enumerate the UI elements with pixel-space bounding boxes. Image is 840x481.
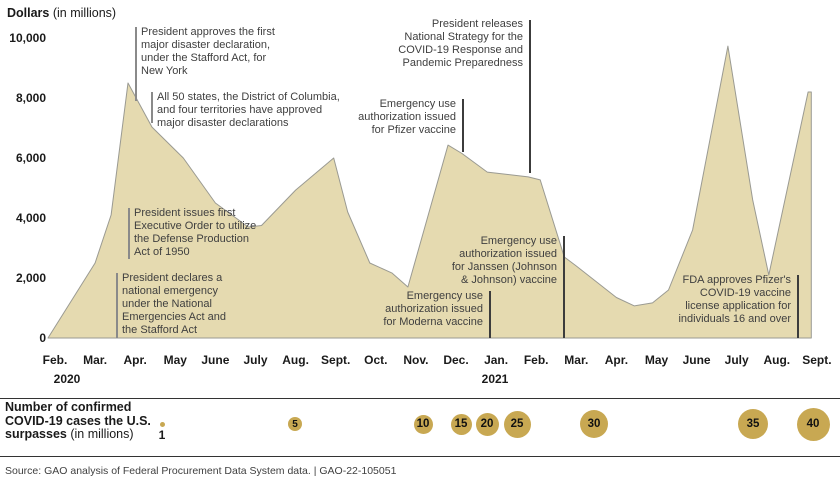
month-label-15: May [644,353,669,367]
month-label-19: Sept. [802,353,832,367]
month-label-2: Apr. [123,353,147,367]
month-label-8: Oct. [364,353,388,367]
annotation-bar-fda-approval [797,275,799,338]
milestone-circle-10: 10 [413,414,433,434]
milestone-circle-25: 25 [503,410,531,438]
annotation-bar-pfizer-eua [462,99,464,152]
milestone-circle-35: 35 [738,409,768,439]
month-label-16: June [682,353,711,367]
milestone-label-1: 1 [158,428,166,442]
month-label-4: June [201,353,230,367]
milestone-circle-20: 20 [475,412,499,436]
month-label-14: Apr. [604,353,629,367]
month-label-7: Sept. [321,353,351,367]
annotation-bar-stafford-ny [135,27,137,101]
milestone-circle-15: 15 [450,413,472,435]
annotation-bar-moderna-eua [489,291,491,338]
milestone-circle-1 [159,421,165,427]
annotation-text-all-50-states: All 50 states, the District of Columbia,… [157,91,340,129]
annotation-text-moderna-eua: Emergency use authorization issued for M… [383,290,483,328]
y-tick-0: 0 [39,331,46,345]
annotation-text-fda-approval: FDA approves Pfizer's COVID-19 vaccine l… [678,274,791,325]
cases-heading-line2: COVID-19 cases the U.S. [5,413,151,428]
milestone-circle-5: 5 [288,417,302,431]
y-tick-8000: 8,000 [15,91,46,105]
annotation-text-janssen-eua: Emergency use authorization issued for J… [451,235,557,286]
y-axis-title: Dollars (in millions) [7,6,116,20]
divider-top [0,398,840,399]
divider-bottom [0,456,840,457]
area-series [47,45,812,339]
annotation-bar-national-strategy [529,20,531,173]
milestone-circle-40: 40 [796,407,830,441]
y-tick-2000: 2,000 [15,271,46,285]
annotation-text-defense-production-act: President issues first Executive Order t… [134,207,257,258]
cases-heading-line1: Number of confirmed [5,400,132,414]
cases-section-heading: Number of confirmed COVID-19 cases the U… [5,400,151,442]
month-label-1: Mar. [83,353,108,367]
annotation-text-national-strategy: President releases National Strategy for… [398,18,523,69]
y-axis-title-unit: (in millions) [49,6,117,20]
month-label-3: May [163,353,187,367]
y-tick-6000: 6,000 [15,151,46,165]
year-label-2020: 2020 [53,372,81,386]
annotation-bar-all-50-states [151,92,153,123]
cases-heading-line3: surpasses [5,427,67,441]
y-axis-title-bold: Dollars [7,6,50,20]
month-label-11: Jan. [484,353,509,367]
y-tick-10000: 10,000 [9,31,46,45]
annotation-text-stafford-ny: President approves the first major disas… [141,26,275,77]
y-tick-4000: 4,000 [15,211,46,225]
milestone-circle-30: 30 [580,410,608,438]
month-label-10: Dec. [443,353,469,367]
annotation-bar-janssen-eua [563,236,565,338]
annotation-bar-defense-production-act [128,208,130,259]
area-chart [47,45,812,339]
month-label-13: Mar. [564,353,589,367]
annotation-text-national-emergency: President declares a national emergency … [122,272,226,336]
source-note: Source: GAO analysis of Federal Procurem… [5,465,397,477]
month-label-6: Aug. [282,353,309,367]
year-label-2021: 2021 [481,372,509,386]
month-label-17: July [724,353,749,367]
cases-heading-note: (in millions) [66,427,134,441]
month-label-0: Feb. [42,353,68,367]
month-label-5: July [243,353,268,367]
annotation-bar-national-emergency [116,273,118,338]
month-label-18: Aug. [763,353,791,367]
month-label-9: Nov. [403,353,429,367]
month-label-12: Feb. [523,353,549,367]
annotation-text-pfizer-eua: Emergency use authorization issued for P… [358,98,456,136]
